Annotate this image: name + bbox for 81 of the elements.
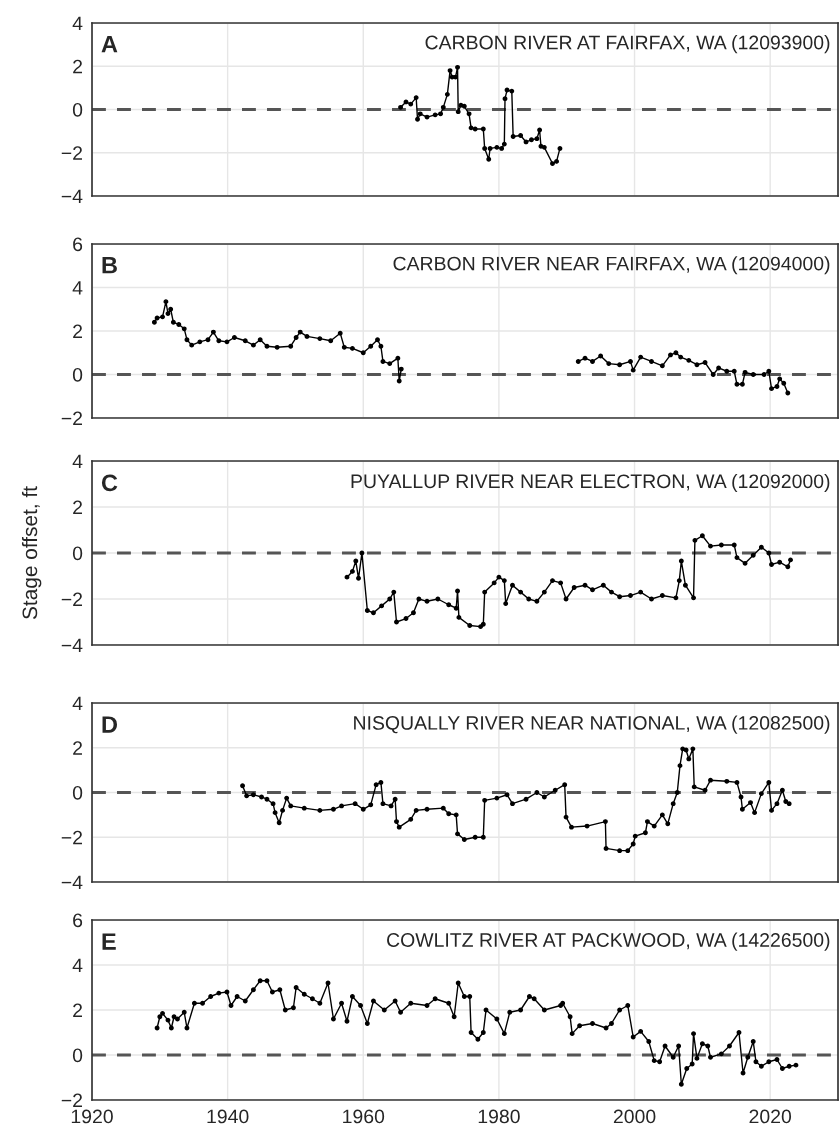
x-tick-label: 2000 bbox=[613, 1109, 656, 1124]
y-tick-label: −4 bbox=[61, 189, 83, 204]
point bbox=[487, 145, 493, 151]
text: CARBON RIVER AT FAIRFAX, WA (12093900) bbox=[425, 35, 830, 54]
annotation: D bbox=[102, 716, 118, 733]
x-tick-label: 1920 bbox=[71, 1109, 113, 1124]
annotation: B bbox=[102, 257, 117, 274]
y-tick-label: 4 bbox=[72, 696, 83, 711]
y-tick-label: 6 bbox=[73, 237, 83, 252]
y-tick-label: −2 bbox=[61, 411, 82, 426]
point bbox=[518, 133, 524, 138]
point bbox=[432, 112, 438, 118]
y-tick-label: 6 bbox=[73, 913, 83, 928]
point bbox=[455, 109, 461, 115]
point bbox=[413, 95, 419, 101]
y-axis-title: Stage offset, ft bbox=[21, 486, 42, 620]
y-tick-label: 2 bbox=[73, 741, 82, 755]
y-tick-label: 0 bbox=[72, 102, 83, 117]
point bbox=[424, 114, 430, 120]
x-tick-label: 1940 bbox=[207, 1109, 249, 1124]
point bbox=[438, 111, 444, 117]
text: CARBON RIVER NEAR FAIRFAX, WA (12094000) bbox=[393, 256, 830, 275]
point bbox=[523, 139, 529, 145]
y-tick-label: 2 bbox=[73, 500, 82, 515]
point bbox=[403, 99, 409, 105]
y-tick-label: 2 bbox=[73, 1003, 82, 1018]
point bbox=[480, 126, 486, 132]
text: COWLITZ RIVER AT PACKWOOD, WA (14226500) bbox=[387, 932, 830, 951]
y-tick-label: 2 bbox=[73, 59, 82, 74]
point bbox=[472, 126, 478, 132]
y-tick-label: 4 bbox=[72, 16, 83, 31]
point bbox=[510, 134, 516, 139]
y-tick-label: 0 bbox=[72, 1048, 83, 1063]
point bbox=[502, 96, 508, 102]
y-tick-label: −2 bbox=[61, 1093, 82, 1108]
point bbox=[494, 144, 500, 150]
x-tick-label: 1960 bbox=[343, 1109, 385, 1124]
y-tick-label: −2 bbox=[61, 830, 82, 845]
point bbox=[499, 145, 505, 151]
point bbox=[417, 111, 423, 117]
point bbox=[509, 88, 515, 94]
y-tick-label: 0 bbox=[72, 785, 83, 800]
point bbox=[550, 161, 555, 166]
annotation: C bbox=[101, 474, 118, 492]
y-tick-label: 2 bbox=[73, 324, 82, 339]
point bbox=[529, 137, 534, 143]
point bbox=[501, 141, 507, 147]
y-tick-label: 4 bbox=[72, 281, 83, 295]
point bbox=[455, 64, 460, 70]
annotation: A bbox=[101, 35, 118, 53]
point bbox=[468, 125, 474, 131]
y-tick-label: −2 bbox=[61, 592, 82, 607]
point bbox=[486, 156, 492, 162]
point bbox=[408, 101, 414, 107]
x-tick-label: 2020 bbox=[749, 1109, 792, 1124]
annotation: E bbox=[102, 933, 116, 950]
point bbox=[444, 91, 450, 97]
point bbox=[504, 87, 510, 93]
point bbox=[466, 111, 472, 117]
y-tick-label: 0 bbox=[72, 546, 83, 561]
point bbox=[415, 116, 420, 122]
text: PUYALLUP RIVER NEAR ELECTRON, WA (12092000) bbox=[351, 473, 830, 492]
point bbox=[537, 127, 543, 133]
point bbox=[534, 136, 540, 142]
point bbox=[482, 145, 488, 151]
y-tick-label: 0 bbox=[72, 367, 83, 382]
y-tick-label: 4 bbox=[72, 958, 83, 973]
point bbox=[554, 158, 559, 164]
point bbox=[447, 68, 453, 74]
text: NISQUALLY RIVER NEAR NATIONAL, WA (12082500) bbox=[354, 715, 830, 734]
x-tick-label: 1980 bbox=[478, 1109, 520, 1124]
y-tick-label: −4 bbox=[61, 875, 83, 890]
point bbox=[440, 104, 446, 110]
point bbox=[541, 144, 547, 150]
point bbox=[538, 143, 544, 149]
point bbox=[453, 74, 458, 80]
y-tick-label: −4 bbox=[61, 638, 83, 653]
point bbox=[557, 145, 563, 151]
y-tick-label: −2 bbox=[61, 146, 82, 160]
point bbox=[398, 104, 404, 110]
y-tick-label: 4 bbox=[72, 454, 83, 469]
